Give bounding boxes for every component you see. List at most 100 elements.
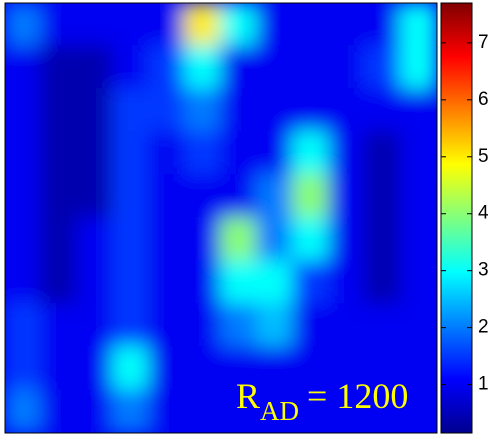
heatmap-cell <box>76 45 114 90</box>
heatmap-cell <box>112 303 150 348</box>
heatmap-cell <box>292 389 330 433</box>
heatmap-cell <box>184 303 222 348</box>
heatmap-cell <box>112 174 150 219</box>
heatmap-cell <box>148 3 186 47</box>
heatmap-cell <box>76 131 114 176</box>
heatmap-cell <box>40 131 78 176</box>
heatmap-cell <box>5 131 42 176</box>
heatmap-cell <box>148 260 186 305</box>
heatmap-cell <box>148 88 186 133</box>
heatmap-cell <box>220 217 258 262</box>
colorbar-tick-label: 3 <box>478 260 489 281</box>
colorbar <box>440 2 473 434</box>
heatmap-cell <box>184 174 222 219</box>
heatmap-cell <box>400 131 437 176</box>
heatmap-cell <box>40 174 78 219</box>
heatmap-cell <box>220 303 258 348</box>
heatmap-cell <box>40 303 78 348</box>
heatmap-cell <box>5 389 42 433</box>
colorbar-tick-label: 7 <box>478 32 489 53</box>
annotation-subscript: AD <box>260 396 299 426</box>
colorbar-tick-label: 5 <box>478 146 489 167</box>
heatmap-cell <box>184 346 222 391</box>
heatmap-cell <box>364 217 402 262</box>
annotation-value: = 1200 <box>307 376 408 416</box>
heatmap-cell <box>400 346 437 391</box>
heatmap-cell <box>184 131 222 176</box>
heatmap-cell <box>328 88 366 133</box>
heatmap-cell <box>256 3 294 47</box>
heatmap-cell <box>292 88 330 133</box>
heatmap-cell <box>256 88 294 133</box>
heatmap-cell <box>256 217 294 262</box>
heatmap-cell <box>220 346 258 391</box>
heatmap-cell <box>292 303 330 348</box>
heatmap-cell <box>184 217 222 262</box>
heatmap-cell <box>328 174 366 219</box>
heatmap-cell <box>364 131 402 176</box>
heatmap-cell <box>400 3 437 47</box>
heatmap-cell <box>112 88 150 133</box>
heatmap-cell <box>5 346 42 391</box>
heatmap-cell <box>5 303 42 348</box>
heatmap-cell <box>256 260 294 305</box>
heatmap-cell <box>112 45 150 90</box>
heatmap-cell <box>148 131 186 176</box>
heatmap-cell <box>292 217 330 262</box>
heatmap-cell <box>5 88 42 133</box>
heatmap-cell <box>76 303 114 348</box>
heatmap-cell <box>400 389 437 433</box>
heatmap-cell <box>328 131 366 176</box>
heatmap-cell <box>148 303 186 348</box>
colorbar-tick-label: 6 <box>478 89 489 110</box>
heatmap-cell <box>292 260 330 305</box>
heatmap-cell <box>292 346 330 391</box>
heatmap-cell <box>364 260 402 305</box>
heatmap-cell <box>5 3 42 47</box>
annotation: RAD = 1200 <box>236 376 408 426</box>
heatmap-cell <box>220 88 258 133</box>
heatmap-cell <box>5 45 42 90</box>
heatmap-cell <box>112 3 150 47</box>
heatmap-cell <box>328 303 366 348</box>
heatmap-cell <box>400 88 437 133</box>
heatmap-cell <box>76 389 114 433</box>
heatmap-cell <box>76 174 114 219</box>
heatmap-cell <box>364 45 402 90</box>
heatmap-cell <box>328 389 366 433</box>
heatmap-cell <box>328 346 366 391</box>
plot-frame <box>4 2 438 434</box>
heatmap-cell <box>364 389 402 433</box>
heatmap-cell <box>40 88 78 133</box>
heatmap-cell <box>400 260 437 305</box>
heatmap-cell <box>40 217 78 262</box>
heatmap-cell <box>400 217 437 262</box>
heatmap-cell <box>76 217 114 262</box>
heatmap-cell <box>76 88 114 133</box>
heatmap-cells <box>5 3 437 433</box>
annotation-symbol: R <box>236 376 260 416</box>
heatmap-cell <box>256 389 294 433</box>
colorbar-tick-label: 1 <box>478 374 489 395</box>
heatmap-cell <box>148 217 186 262</box>
heatmap-cell <box>112 131 150 176</box>
colorbar-tick-label: 2 <box>478 317 489 338</box>
heatmap-cell <box>292 131 330 176</box>
heatmap-cell <box>148 389 186 433</box>
heatmap-cell <box>364 346 402 391</box>
heatmap-cell <box>256 45 294 90</box>
heatmap-cell <box>256 131 294 176</box>
heatmap-cell <box>220 45 258 90</box>
heatmap-cell <box>400 303 437 348</box>
heatmap-cell <box>328 217 366 262</box>
heatmap-cell <box>256 346 294 391</box>
heatmap-cell <box>364 88 402 133</box>
heatmap-cell <box>220 3 258 47</box>
heatmap-cell <box>220 389 258 433</box>
heatmap-cell <box>184 260 222 305</box>
heatmap-cell <box>40 346 78 391</box>
heatmap-cell <box>40 3 78 47</box>
heatmap-cell <box>328 260 366 305</box>
heatmap-cell <box>76 346 114 391</box>
